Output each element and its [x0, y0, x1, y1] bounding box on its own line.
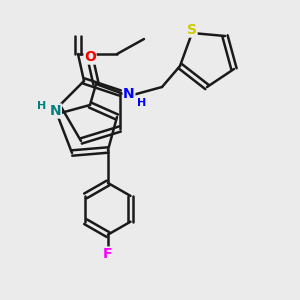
Text: H: H — [137, 98, 146, 108]
Text: O: O — [84, 50, 96, 64]
Text: F: F — [103, 247, 113, 261]
Text: N: N — [50, 104, 61, 118]
Text: N: N — [123, 87, 135, 100]
Text: S: S — [187, 23, 197, 37]
Text: H: H — [37, 100, 46, 111]
